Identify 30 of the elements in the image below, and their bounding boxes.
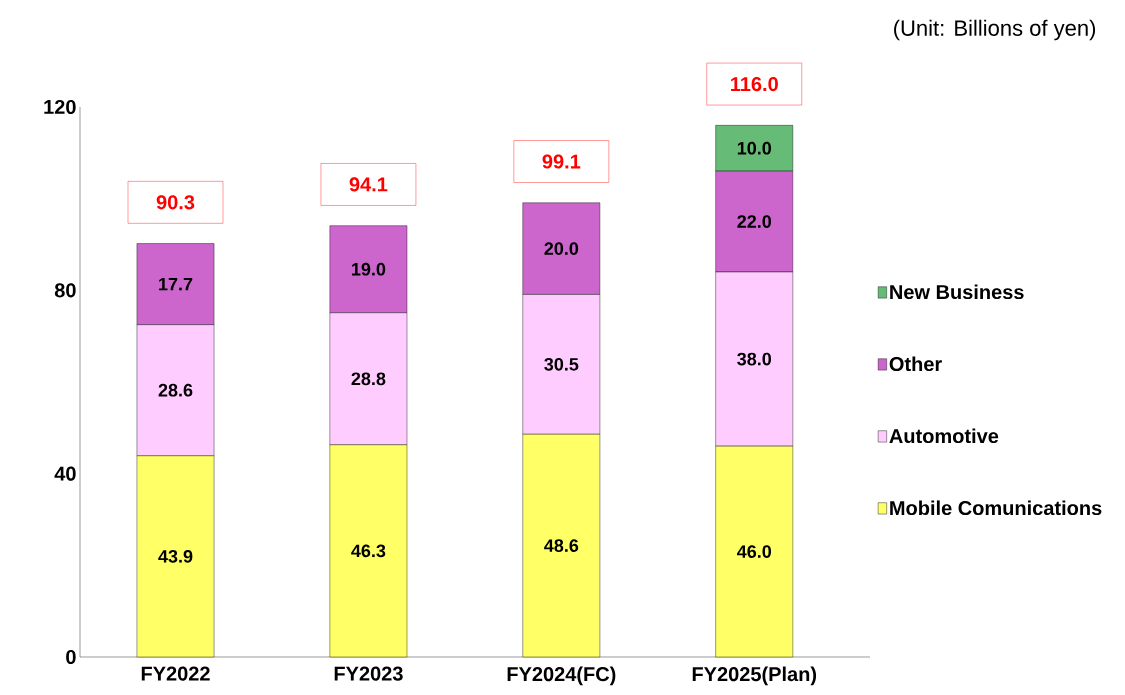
y-tick-label: 120 bbox=[44, 99, 76, 115]
data-label: 17.7 bbox=[159, 277, 193, 291]
x-tick-label: FY2023 bbox=[334, 666, 403, 681]
x-tick-label: FY2025(Plan) bbox=[692, 666, 817, 686]
data-label: 46.0 bbox=[737, 545, 772, 558]
data-label: 19.0 bbox=[352, 262, 386, 276]
data-label: 28.8 bbox=[351, 372, 386, 386]
total-label: 90.3 bbox=[156, 195, 195, 210]
total-label: 94.1 bbox=[349, 177, 388, 192]
legend-label: Mobile Comunications bbox=[890, 500, 1102, 516]
data-label: 48.6 bbox=[544, 539, 579, 552]
y-tick-label: 40 bbox=[54, 466, 76, 481]
data-label: 30.5 bbox=[544, 357, 579, 371]
data-label: 38.0 bbox=[737, 352, 772, 366]
legend-label: Other bbox=[889, 356, 942, 372]
legend-label: New Business bbox=[890, 284, 1024, 300]
total-label: 99.1 bbox=[542, 154, 581, 169]
x-tick-label: FY2022 bbox=[141, 666, 210, 681]
y-tick-label: 0 bbox=[66, 649, 76, 665]
data-label: 28.6 bbox=[158, 383, 193, 397]
legend-label: Automotive bbox=[889, 428, 999, 444]
x-tick-label: FY2024(FC) bbox=[507, 666, 616, 686]
y-tick-label: 80 bbox=[54, 283, 76, 298]
data-label: 46.3 bbox=[351, 544, 386, 558]
data-label: 43.9 bbox=[158, 549, 193, 563]
data-label: 22.0 bbox=[737, 215, 772, 228]
data-label: 10.0 bbox=[737, 141, 772, 155]
text: (Unit: Billions of yen) bbox=[894, 19, 1096, 41]
total-label: 116.0 bbox=[731, 77, 778, 92]
data-label: 20.0 bbox=[544, 242, 579, 255]
